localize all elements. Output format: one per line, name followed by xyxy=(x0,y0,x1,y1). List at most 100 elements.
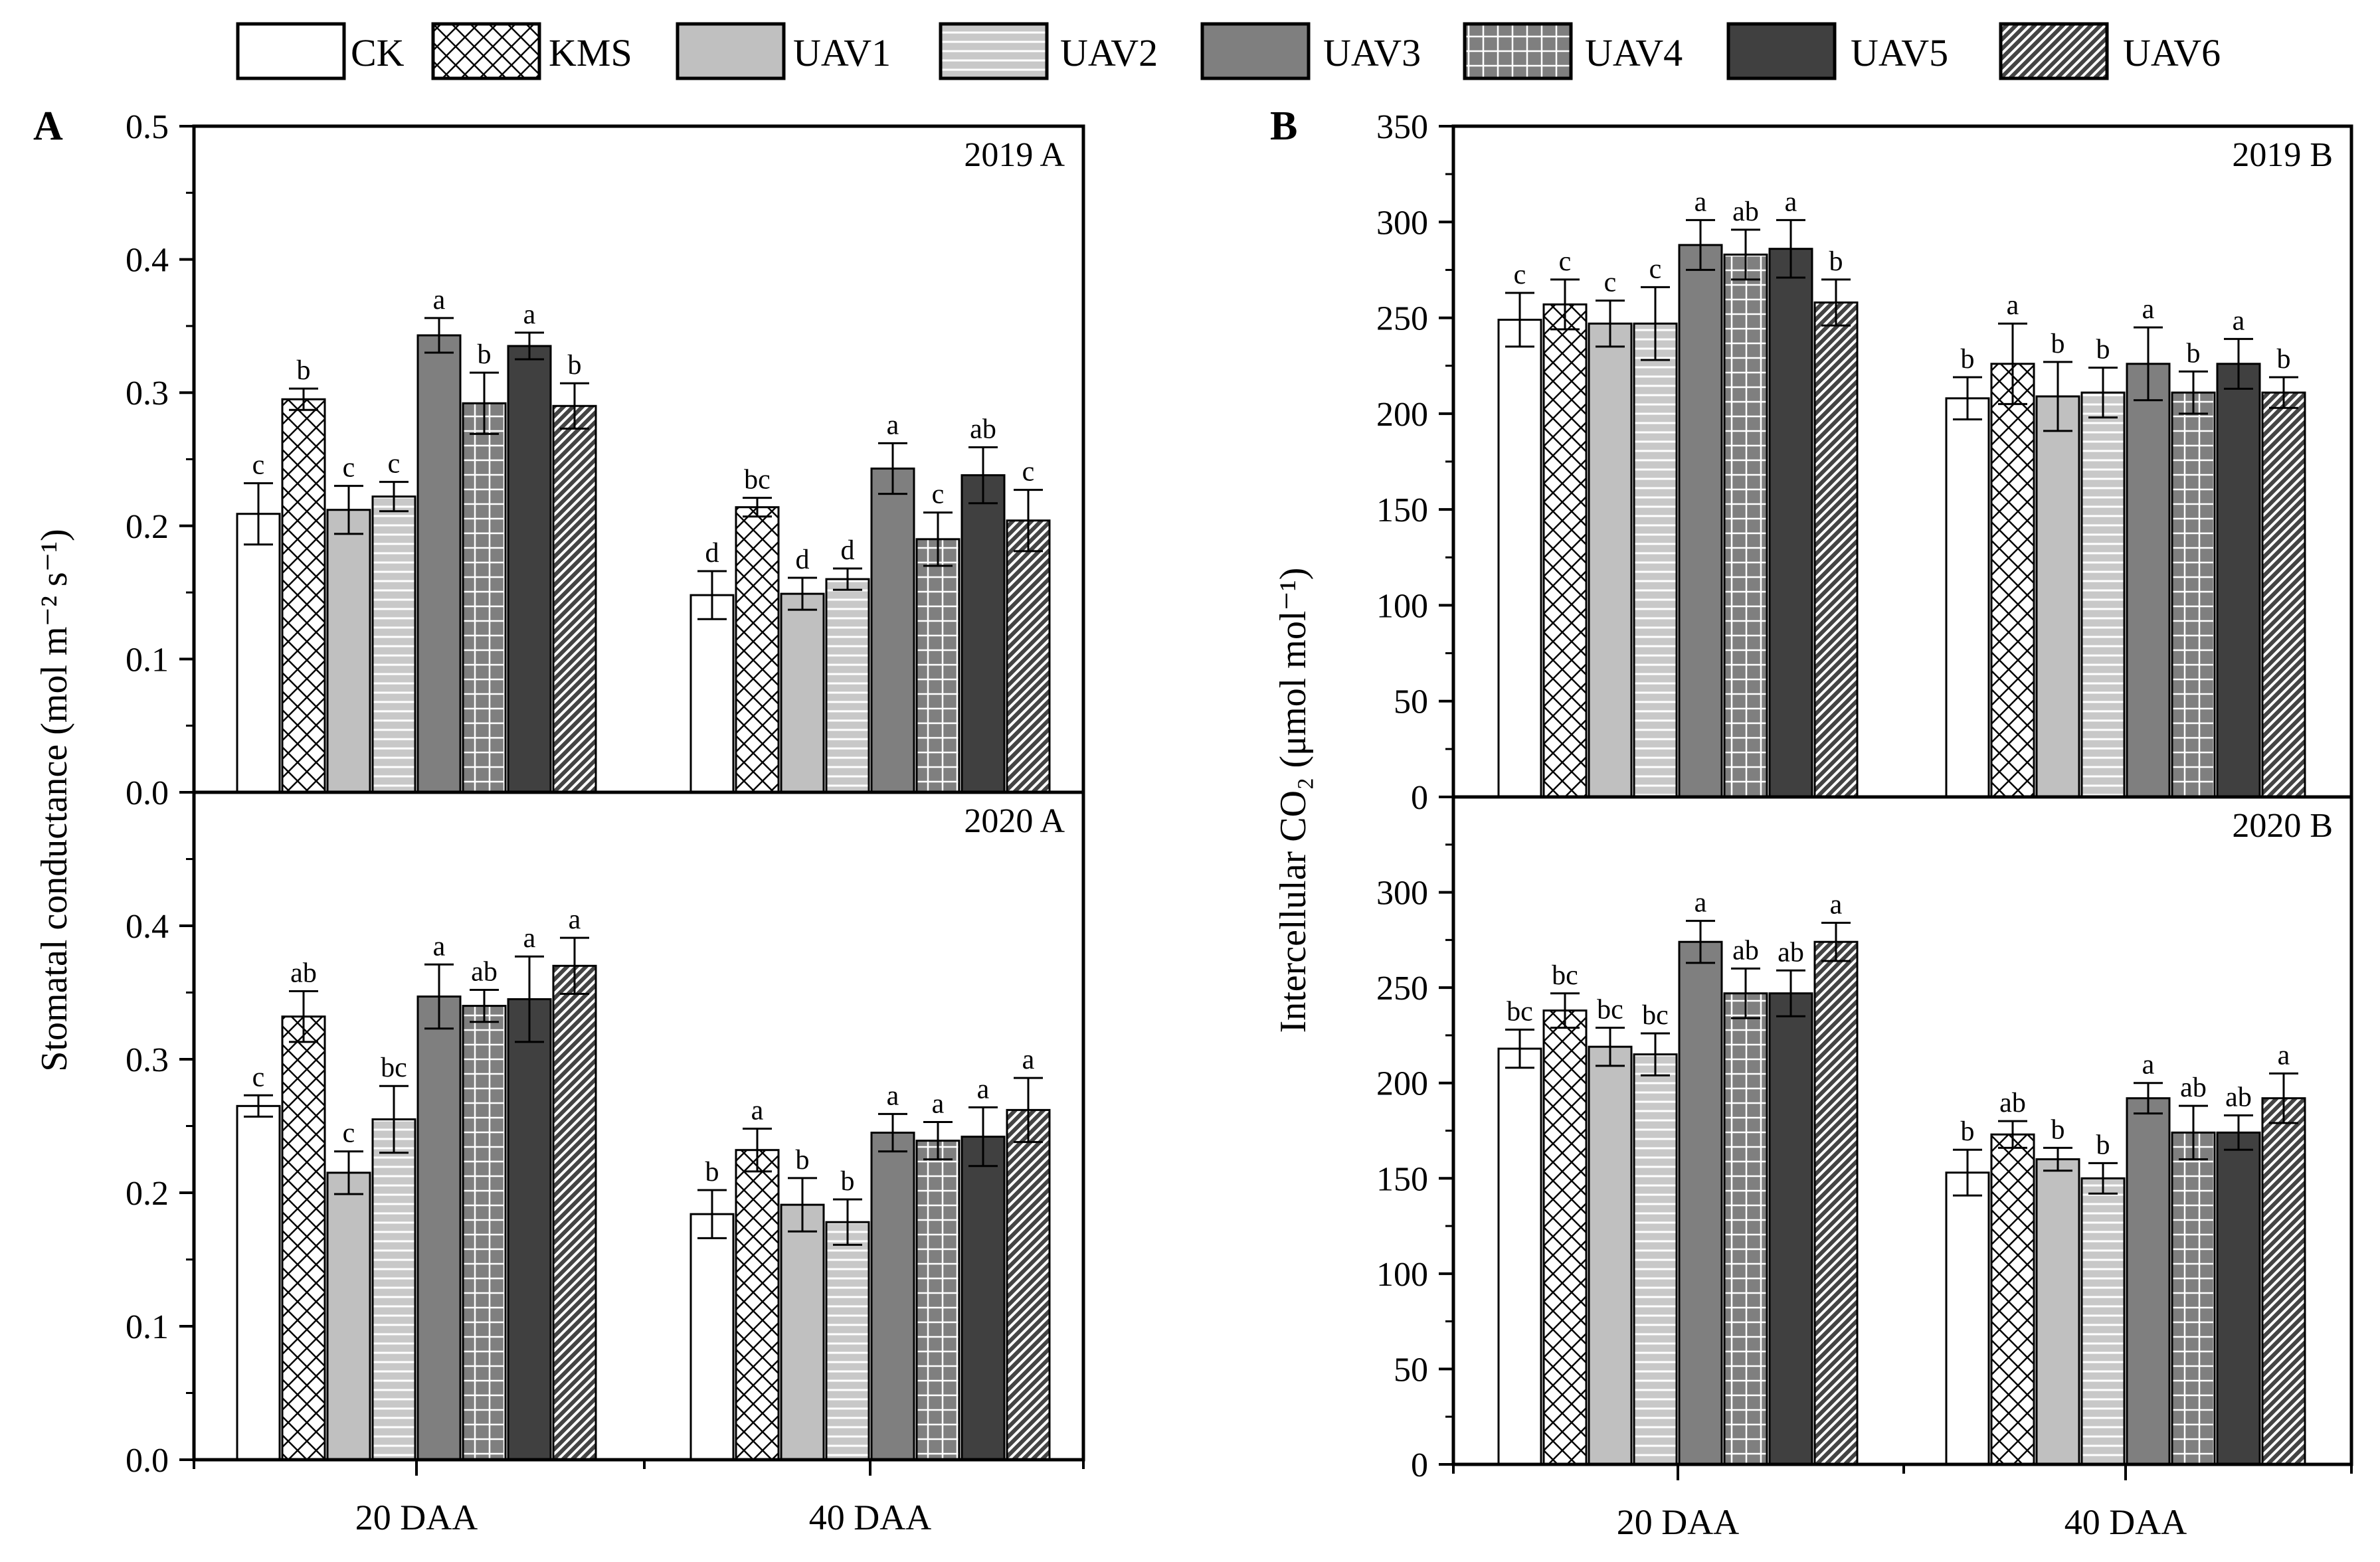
y-tick-label: 300 xyxy=(1376,204,1428,242)
significance-letter: b xyxy=(2096,1130,2110,1160)
significance-letter: a xyxy=(2142,294,2155,325)
bar-uav3-20-daa xyxy=(1678,244,1723,798)
significance-letter: b xyxy=(841,1166,855,1197)
legend-label-uav5: UAV5 xyxy=(1851,31,1948,74)
significance-letter: c xyxy=(343,1118,355,1149)
significance-letter: ab xyxy=(471,956,498,987)
y-tick-label: 0.0 xyxy=(126,774,169,812)
significance-letter: b xyxy=(297,355,311,386)
y-tick-label: 300 xyxy=(1376,875,1428,912)
bar-uav1-40-daa xyxy=(780,592,825,794)
bar-uav5-40-daa xyxy=(2216,1131,2261,1466)
bar-uav5-40-daa xyxy=(961,474,1006,794)
significance-letter: a xyxy=(932,1088,945,1119)
significance-letter: a xyxy=(433,285,446,315)
bar-kms-20-daa xyxy=(1542,303,1588,798)
bar-uav6-40-daa xyxy=(1006,519,1051,794)
bar-uav3-40-daa xyxy=(2126,363,2171,798)
significance-letter: b xyxy=(478,339,492,370)
significance-letter: c xyxy=(1022,457,1035,487)
panel-frames: 20 DAA 40 DAA 20 DAA 40 DAA xyxy=(192,124,2353,1542)
y-tick-label: 250 xyxy=(1376,300,1428,338)
significance-letter: bc xyxy=(381,1053,407,1083)
significance-letter: b xyxy=(2096,335,2110,365)
y-tick-label: 200 xyxy=(1376,1065,1428,1103)
bar-uav1-40-daa xyxy=(2035,395,2080,798)
significance-letter: c xyxy=(252,1062,265,1092)
bar-uav2-20-daa xyxy=(1633,322,1678,798)
bar-uav3-20-daa xyxy=(416,334,462,794)
bar-uav4-20-daa xyxy=(1723,253,1768,798)
legend-swatch-kms xyxy=(431,22,541,80)
bar-uav3-20-daa xyxy=(1678,940,1723,1466)
bar-uav6-40-daa xyxy=(2261,1097,2306,1466)
bar-ck-40-daa xyxy=(1945,1172,1990,1466)
significance-letter: b xyxy=(705,1157,719,1187)
bar-uav1-20-daa xyxy=(1588,322,1633,798)
significance-letter: b xyxy=(2051,1114,2065,1145)
y-tick-label: 150 xyxy=(1376,1160,1428,1198)
y-tick-label: 0.3 xyxy=(126,1041,169,1079)
y-tick-label: 0.2 xyxy=(126,1175,169,1213)
significance-letter: b xyxy=(568,350,582,381)
bar-uav5-40-daa xyxy=(2216,363,2261,798)
bar-uav6-40-daa xyxy=(1006,1108,1051,1461)
significance-letter: ab xyxy=(2225,1083,2252,1113)
bar-uav5-20-daa xyxy=(1768,992,1813,1466)
significance-letter: c xyxy=(343,453,355,483)
bar-uav2-40-daa xyxy=(825,578,870,794)
y-tick-label: 200 xyxy=(1376,396,1428,434)
bar-uav1-20-daa xyxy=(326,1172,371,1461)
significance-letter: c xyxy=(252,450,265,481)
legend-label-uav1: UAV1 xyxy=(793,31,891,74)
bar-kms-40-daa xyxy=(1990,1133,2035,1466)
bar-uav6-20-daa xyxy=(552,404,597,794)
significance-letter: a xyxy=(887,1081,899,1111)
significance-letter: d xyxy=(796,545,810,575)
bar-ck-40-daa xyxy=(689,594,735,794)
bar-ck-40-daa xyxy=(1945,397,1990,798)
significance-letter: a xyxy=(887,410,899,440)
bar-uav4-20-daa xyxy=(462,402,507,794)
significance-letter: c xyxy=(1514,260,1526,290)
bar-uav2-20-daa xyxy=(371,1118,416,1461)
significance-letter: a xyxy=(2007,290,2019,321)
bar-uav4-40-daa xyxy=(915,538,961,794)
y-tick-label: 100 xyxy=(1376,1256,1428,1294)
legend-swatch-uav1 xyxy=(676,22,786,80)
significance-letter: d xyxy=(841,535,855,566)
significance-letter: bc xyxy=(1507,996,1533,1027)
legend-label-uav6: UAV6 xyxy=(2123,31,2221,74)
significance-letter: a xyxy=(1694,187,1707,217)
significance-letter: ab xyxy=(1778,937,1804,968)
y-tick-label: 50 xyxy=(1394,1351,1428,1389)
bar-uav2-20-daa xyxy=(371,495,416,794)
bar-uav6-20-daa xyxy=(1813,301,1859,798)
significance-letter: bc xyxy=(1597,994,1623,1025)
y-tick-label: 50 xyxy=(1394,683,1428,721)
significance-letter: a xyxy=(2233,305,2245,336)
significance-letter: a xyxy=(2142,1050,2155,1081)
legend-swatch-ck xyxy=(236,22,346,80)
significance-letter: ab xyxy=(2180,1073,2207,1103)
y-tick-label: 150 xyxy=(1376,491,1428,529)
bar-uav2-20-daa xyxy=(1633,1053,1678,1466)
y-tick-label: 0.3 xyxy=(126,375,169,412)
bar-kms-20-daa xyxy=(1542,1009,1588,1466)
panel-title: 2020 A xyxy=(964,802,1065,840)
y-tick-label: 0.1 xyxy=(126,1308,169,1346)
significance-letter: a xyxy=(1830,890,1843,920)
x-category-label: 20 DAA xyxy=(355,1498,478,1537)
y-tick-label: 0 xyxy=(1411,1446,1428,1484)
bar-uav6-20-daa xyxy=(1813,940,1859,1466)
significance-letter: ab xyxy=(1732,197,1759,227)
legend-label-uav3: UAV3 xyxy=(1323,31,1421,74)
bar-uav4-40-daa xyxy=(2171,1131,2216,1466)
significance-letter: c xyxy=(1559,246,1572,277)
significance-letter: b xyxy=(2051,329,2065,359)
legend-swatch-uav2 xyxy=(939,22,1049,80)
significance-letter: b xyxy=(1961,1116,1975,1147)
legend-swatch-uav5 xyxy=(1726,22,1837,80)
